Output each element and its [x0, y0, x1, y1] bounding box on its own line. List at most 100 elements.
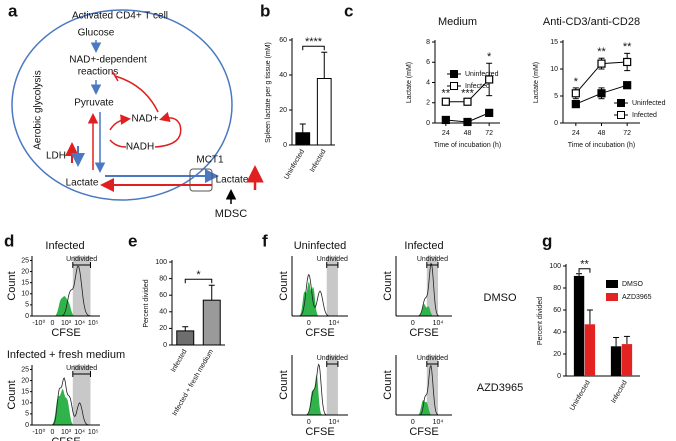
x-tick-label: 10⁴	[433, 320, 444, 327]
x-tick-label: 0	[411, 419, 415, 426]
x-axis-label: CFSE	[51, 436, 80, 441]
y-tick-label: 60	[159, 292, 167, 299]
x-tick-label: 10³	[61, 429, 72, 436]
y-axis-label: Count	[6, 380, 18, 409]
bar	[295, 132, 311, 146]
x-axis-label: CFSE	[409, 327, 438, 339]
inhibition	[111, 70, 119, 82]
y-tick-label: 100	[155, 259, 167, 266]
gate-label: Undivided	[317, 256, 348, 263]
x-axis-label: CFSE	[409, 426, 438, 438]
significance-label: **	[597, 46, 606, 58]
panel-label: b	[260, 1, 270, 20]
significance-label: **	[442, 88, 451, 100]
y-tick-label: 2	[426, 100, 430, 107]
y-tick-label: 40	[553, 329, 561, 336]
x-axis-label: CFSE	[305, 426, 334, 438]
node-label: LDH	[46, 151, 66, 162]
legend-label: Uninfected	[632, 100, 666, 107]
row-title: DMSO	[484, 292, 517, 304]
x-tick-label: -10⁰	[32, 319, 45, 327]
significance-label: *	[487, 51, 492, 63]
x-tick-label: 0	[411, 320, 415, 327]
transporter	[189, 168, 213, 192]
histogram-title: Infected	[404, 240, 443, 252]
node-label: NAD+-dependent	[69, 55, 147, 66]
x-tick-label: 0	[307, 320, 311, 327]
gate-label: Undivided	[417, 355, 448, 362]
x-tick-label: 10⁵	[88, 429, 99, 436]
y-tick-label: 40	[279, 72, 287, 79]
gate-label: Undivided	[317, 355, 348, 362]
marker	[571, 89, 580, 98]
x-tick-label: 10⁴	[433, 419, 444, 426]
marker	[597, 89, 606, 98]
gate-bar	[72, 262, 91, 268]
y-axis-label: Count	[278, 370, 290, 399]
y-tick-label: 4	[426, 79, 430, 86]
x-tick-label: 0	[307, 419, 311, 426]
legend-label: Infected	[465, 83, 490, 90]
panel-label: e	[128, 231, 137, 250]
legend-marker	[450, 82, 458, 90]
significance-bracket	[302, 45, 325, 51]
x-tick-label: 10⁴	[329, 320, 340, 327]
gate-label: Undivided	[66, 365, 97, 372]
x-tick-label: Infected	[309, 148, 328, 173]
gate-bar	[326, 361, 339, 367]
x-tick-label: Uninfected	[569, 379, 592, 412]
y-tick-label: 15	[21, 389, 29, 396]
y-tick-label: 10	[21, 400, 29, 407]
histogram-fill	[292, 281, 348, 316]
node-label: reactions	[78, 67, 119, 78]
y-tick-label: 0	[283, 142, 287, 149]
legend-swatch	[606, 293, 618, 301]
bar	[202, 299, 221, 346]
y-tick-label: 0	[25, 422, 29, 429]
significance-label: **	[580, 259, 589, 271]
panel-label: d	[4, 231, 14, 250]
inhibition	[114, 75, 159, 113]
x-tick-label: 10⁴	[74, 429, 85, 436]
arrow	[109, 114, 131, 131]
x-tick-label: 48	[464, 130, 472, 137]
histogram-fill	[292, 287, 348, 316]
y-tick-label: 6	[426, 59, 430, 66]
marker	[441, 97, 450, 106]
histogram-fill	[292, 374, 348, 415]
arrow	[109, 139, 127, 148]
y-tick-label: 5	[25, 302, 29, 309]
panel-label: g	[542, 231, 552, 250]
y-tick-label: 0	[163, 342, 167, 349]
legend-marker	[617, 99, 625, 107]
y-tick-label: 20	[21, 268, 29, 275]
node-label: MCT1	[196, 155, 224, 166]
marker	[463, 97, 472, 106]
x-tick-label: 48	[598, 130, 606, 137]
marker	[485, 108, 494, 117]
gate-bar	[326, 262, 339, 268]
marker	[623, 57, 632, 67]
marker	[597, 59, 606, 68]
y-tick-label: 100	[549, 263, 561, 270]
node-label: NAD+	[132, 114, 159, 125]
y-tick-label: 25	[21, 366, 29, 373]
x-tick-label: 24	[442, 130, 450, 137]
cell-title: Activated CD4+ T cell	[72, 11, 168, 22]
y-axis-label: Lactate (mM)	[406, 62, 413, 103]
cell-outline	[11, 9, 233, 201]
histogram-outline	[292, 273, 348, 317]
significance-label: ***	[461, 88, 475, 100]
y-tick-label: 15	[21, 280, 29, 287]
panel-label: c	[344, 1, 353, 20]
x-axis-label: CFSE	[51, 327, 80, 339]
x-tick-label: -10⁰	[32, 428, 45, 436]
y-tick-label: 20	[21, 377, 29, 384]
marker	[623, 81, 632, 90]
diagram: Activated CD4+ T cell Glucose NAD+-depen…	[11, 9, 264, 220]
histogram-fill	[292, 293, 348, 316]
y-axis-label: Percent divided	[143, 279, 150, 327]
marker	[463, 117, 472, 127]
y-tick-label: 20	[279, 107, 287, 114]
histogram-title: Infected	[45, 240, 84, 252]
